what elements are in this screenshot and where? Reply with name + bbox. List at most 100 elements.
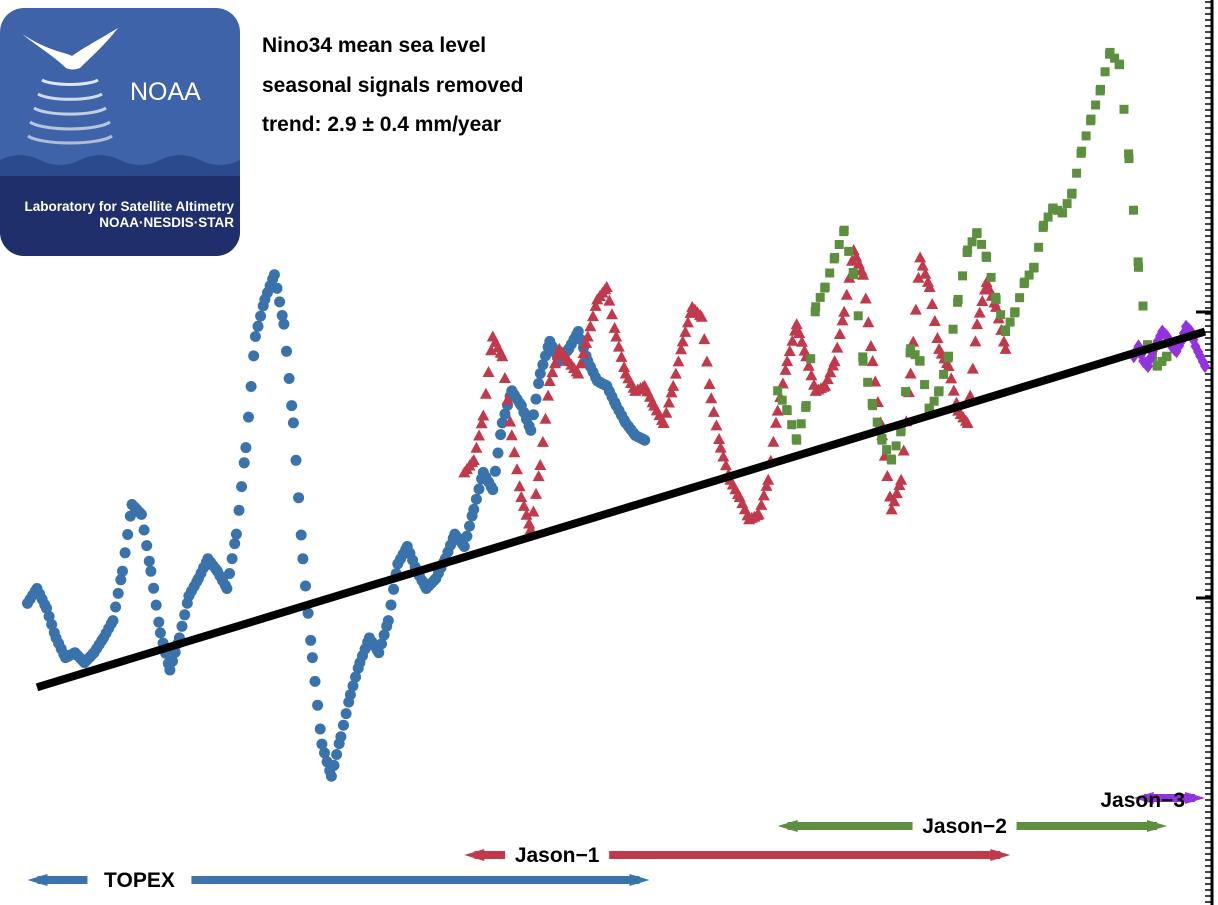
- data-point-topex: [274, 296, 286, 308]
- data-point-jason-3: [1200, 359, 1210, 374]
- data-point-jason-1: [717, 450, 730, 462]
- data-point-topex: [290, 454, 302, 466]
- data-point-topex: [533, 378, 545, 389]
- data-point-jason-2: [1081, 131, 1091, 141]
- data-point-jason-1: [931, 332, 944, 344]
- data-point-topex: [306, 652, 318, 664]
- data-point-topex: [286, 400, 298, 412]
- data-point-jason-1: [990, 300, 1003, 312]
- span-arrow-left: [27, 874, 48, 886]
- data-point-topex: [154, 627, 166, 639]
- span-label-topex: TOPEX: [104, 869, 175, 892]
- data-point-topex: [243, 411, 254, 423]
- data-point-jason-1: [485, 344, 498, 356]
- data-point-topex: [179, 609, 191, 621]
- data-point-jason-1: [781, 355, 794, 367]
- data-point-jason-1: [501, 393, 514, 405]
- data-point-jason-2: [1124, 149, 1134, 159]
- data-point-jason-1: [916, 259, 929, 271]
- data-point-jason-1: [947, 384, 960, 396]
- data-point-jason-2: [1105, 47, 1115, 57]
- data-point-topex: [238, 457, 250, 469]
- span-arrow-left: [1133, 792, 1154, 804]
- data-point-jason-1: [479, 387, 492, 399]
- data-point-jason-2: [872, 417, 882, 427]
- span-jason-1: Jason−1: [464, 843, 1011, 867]
- data-point-jason-1: [675, 343, 688, 355]
- data-point-topex: [338, 719, 349, 731]
- data-point-topex: [335, 731, 347, 743]
- data-point-jason-2: [1005, 317, 1015, 327]
- data-point-topex: [135, 508, 147, 520]
- data-point-jason-1: [767, 435, 780, 447]
- data-point-jason-1: [669, 367, 682, 379]
- span-topex: TOPEX: [27, 868, 650, 892]
- data-point-topex: [540, 350, 551, 362]
- data-point-topex: [534, 368, 546, 379]
- span-arrow-left: [464, 849, 485, 861]
- data-point-jason-2: [1020, 277, 1030, 287]
- data-point-jason-1: [790, 318, 803, 330]
- data-point-jason-2: [811, 302, 821, 312]
- data-point-jason-1: [904, 367, 917, 379]
- data-point-jason-2: [906, 344, 916, 354]
- data-point-topex: [499, 408, 511, 420]
- data-point-jason-1: [536, 435, 549, 447]
- span-arrow-right: [629, 874, 650, 886]
- data-point-jason-1: [771, 404, 784, 416]
- data-point-jason-2: [863, 377, 873, 387]
- data-point-jason-1: [819, 379, 832, 391]
- data-point-topex: [117, 565, 128, 577]
- data-point-topex: [530, 393, 542, 405]
- data-point-jason-2: [1043, 212, 1053, 222]
- data-point-topex: [150, 599, 162, 611]
- data-point-jason-1: [719, 459, 732, 471]
- data-point-jason-1: [475, 417, 488, 429]
- data-point-jason-2: [972, 228, 982, 238]
- data-point-topex: [110, 601, 122, 613]
- data-point-jason-1: [524, 523, 537, 535]
- data-point-jason-1: [881, 470, 894, 482]
- data-point-jason-2: [820, 282, 830, 292]
- data-point-jason-1: [914, 251, 927, 263]
- data-point-jason-2: [796, 419, 806, 429]
- data-point-topex: [236, 481, 248, 493]
- data-point-topex: [340, 708, 352, 720]
- data-point-jason-1: [539, 412, 552, 424]
- right-axis: [1196, 0, 1214, 905]
- data-point-topex: [461, 530, 473, 542]
- data-point-jason-2: [982, 252, 992, 262]
- span-arrow-right: [1147, 820, 1168, 832]
- data-point-jason-1: [618, 361, 631, 373]
- data-point-jason-1: [577, 347, 590, 359]
- data-point-jason-1: [909, 303, 922, 315]
- data-point-jason-1: [505, 429, 518, 441]
- data-point-jason-1: [885, 503, 898, 515]
- data-point-topex: [328, 759, 340, 771]
- data-point-jason-1: [821, 373, 834, 385]
- data-point-jason-1: [976, 295, 989, 307]
- data-point-jason-1: [610, 330, 623, 342]
- data-point-jason-2: [853, 311, 863, 321]
- data-point-jason-1: [703, 377, 716, 389]
- data-point-jason-1: [888, 495, 901, 507]
- data-point-topex: [468, 503, 480, 515]
- data-point-jason-2: [1024, 270, 1034, 280]
- data-point-topex: [176, 620, 188, 632]
- data-point-jason-1: [615, 350, 628, 362]
- data-point-topex: [283, 373, 295, 384]
- data-point-jason-2: [891, 441, 901, 451]
- data-point-jason-1: [695, 310, 708, 322]
- data-point-jason-1: [795, 335, 808, 347]
- span-label-jason-1: Jason−1: [515, 844, 600, 867]
- data-point-topex: [492, 447, 504, 459]
- data-point-jason-2: [868, 401, 878, 411]
- data-point-jason-1: [672, 355, 685, 367]
- data-point-jason-1: [482, 366, 495, 378]
- data-point-jason-1: [999, 342, 1012, 354]
- data-point-jason-1: [919, 267, 932, 279]
- data-point-jason-1: [973, 306, 986, 318]
- data-point-topex: [221, 583, 233, 594]
- data-point-topex: [167, 655, 178, 667]
